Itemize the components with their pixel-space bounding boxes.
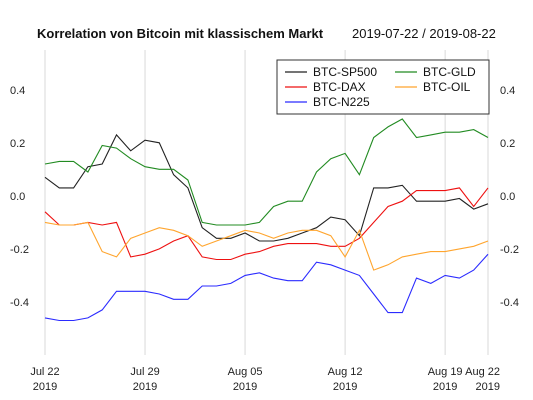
x-tick-year: 2019 [33,381,57,393]
y-tick-label-left: 0.0 [10,191,25,203]
legend-label: BTC-DAX [313,80,366,94]
chart-title: Korrelation von Bitcoin mit klassischem … [37,26,324,41]
y-tick-label-left: 0.4 [10,85,25,97]
y-tick-label-right: -0.4 [500,297,519,309]
y-tick-label-left: 0.2 [10,138,25,150]
series-line-btc-sp500 [44,133,489,242]
series-line-btc-n225 [44,253,489,322]
series-line-btc-gld [44,118,489,226]
y-axis-right: 0.4 0.2 0.0 -0.2 -0.4 [500,85,519,309]
x-tick-year: 2019 [333,381,357,393]
legend-label: BTC-SP500 [313,65,377,79]
x-tick-label: Aug 12 [328,366,363,378]
chart-subtitle: 2019-07-22 / 2019-08-22 [352,26,496,41]
x-tick-label: Jul 29 [130,366,159,378]
x-tick-label: Aug 22 [465,366,500,378]
x-tick-year: 2019 [133,381,157,393]
x-tick-year: 2019 [476,381,500,393]
y-tick-label-right: 0.0 [500,191,515,203]
legend-label: BTC-OIL [423,80,471,94]
legend: BTC-SP500 BTC-GLD BTC-DAX BTC-OIL BTC-N225 [276,59,490,115]
series-line-btc-oil [44,221,489,271]
legend-label: BTC-GLD [423,65,476,79]
y-axis-left: 0.4 0.2 0.0 -0.2 -0.4 [10,85,29,309]
x-tick-label: Jul 22 [30,366,59,378]
x-tick-label: Aug 19 [428,366,463,378]
y-tick-label-right: -0.2 [500,244,519,256]
y-tick-label-left: -0.2 [10,244,29,256]
y-tick-label-right: 0.4 [500,85,515,97]
y-tick-label-right: 0.2 [500,138,515,150]
x-tick-label: Aug 05 [228,366,263,378]
y-tick-label-left: -0.4 [10,297,29,309]
legend-label: BTC-N225 [313,95,370,109]
x-tick-year: 2019 [233,381,257,393]
x-tick-year: 2019 [433,381,457,393]
series-lines [44,118,489,322]
legend-box [276,59,490,115]
series-line-btc-dax [44,187,489,261]
x-axis: Jul 22 2019 Jul 29 2019 Aug 05 2019 Aug 12 2019… [30,366,500,393]
